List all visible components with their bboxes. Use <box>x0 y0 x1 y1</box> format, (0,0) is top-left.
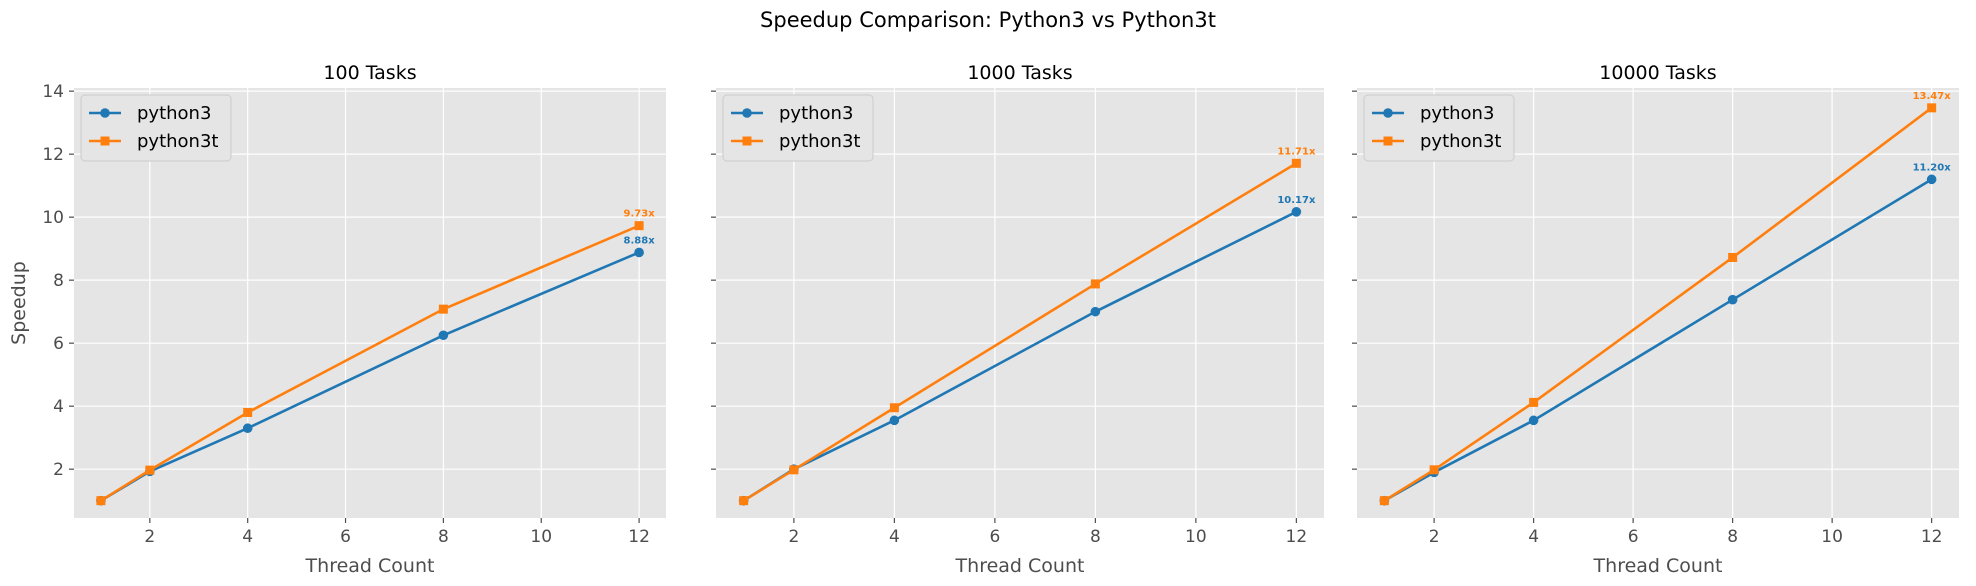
y-tick-label: 6 <box>53 334 64 354</box>
x-tick-label: 12 <box>628 527 650 547</box>
data-point <box>1291 158 1301 168</box>
legend-frame <box>722 94 874 162</box>
legend-label: python3t <box>1420 131 1501 152</box>
y-tick-label: 14 <box>42 82 64 102</box>
legend: python3 python3t <box>1363 94 1515 162</box>
data-point <box>1090 306 1101 317</box>
data-label: 8.88x <box>624 235 656 246</box>
data-point <box>438 304 448 314</box>
data-point <box>96 496 106 506</box>
panel-title: 100 Tasks <box>323 62 416 84</box>
data-point <box>438 330 449 341</box>
data-point <box>634 247 644 258</box>
chart-panel-3: 2 4 6 8 10 12 10000 Tasks Thread Count 11.20x 13.… <box>1352 62 1959 577</box>
y-tick-label: 12 <box>42 145 64 165</box>
x-axis-label: Thread Count <box>1593 555 1723 577</box>
y-tick-label: 2 <box>53 460 64 480</box>
data-point <box>1429 465 1439 475</box>
data-label: 11.20x <box>1913 162 1952 173</box>
legend-label: python3 <box>779 103 853 124</box>
panel-title: 1000 Tasks <box>967 62 1072 84</box>
legend-marker <box>100 136 110 146</box>
series-python3t: 13.47x <box>1379 91 1952 506</box>
x-tick-label: 10 <box>1821 527 1843 547</box>
x-tick-label: 6 <box>340 527 351 547</box>
legend-marker <box>742 136 752 146</box>
series-python3t: 11.71x <box>739 146 1316 506</box>
data-label: 13.47x <box>1913 91 1952 102</box>
legend-marker <box>100 108 110 118</box>
x-tick-label: 2 <box>1429 527 1440 547</box>
data-point <box>1727 294 1738 305</box>
data-point <box>789 465 799 475</box>
data-label: 10.17x <box>1277 195 1316 206</box>
data-point <box>1926 174 1937 185</box>
x-tick-label: 6 <box>989 527 1000 547</box>
figure-title: Speedup Comparison: Python3 vs Python3t <box>760 8 1216 32</box>
legend: python3 python3t <box>80 94 232 162</box>
x-tick-label: 4 <box>242 527 253 547</box>
legend-label: python3 <box>137 103 211 124</box>
x-tick-label: 4 <box>1528 527 1539 547</box>
x-tick-label: 8 <box>1090 527 1101 547</box>
x-axis-label: Thread Count <box>305 555 435 577</box>
legend-frame <box>80 94 232 162</box>
y-tick-label: 8 <box>53 271 64 291</box>
series-python3t: 9.73x <box>96 209 655 506</box>
data-point <box>634 221 644 231</box>
data-point <box>889 415 900 426</box>
legend-marker <box>742 108 752 118</box>
y-axis-label: Speedup <box>8 261 30 345</box>
x-axis-label: Thread Count <box>955 555 1085 577</box>
x-tick-label: 12 <box>1286 527 1308 547</box>
panel-title: 10000 Tasks <box>1599 62 1716 84</box>
x-tick-label: 10 <box>1185 527 1207 547</box>
x-tick-label: 8 <box>438 527 449 547</box>
data-point <box>889 403 899 413</box>
data-label: 9.73x <box>624 209 656 220</box>
x-tick-label: 4 <box>889 527 900 547</box>
legend-marker <box>1383 108 1393 118</box>
data-point <box>1090 279 1100 289</box>
legend-label: python3 <box>1420 103 1494 124</box>
x-tick-label: 2 <box>788 527 799 547</box>
x-tick-label: 6 <box>1628 527 1639 547</box>
data-point <box>243 407 253 417</box>
data-point <box>1529 397 1539 407</box>
legend-label: python3t <box>779 131 860 152</box>
y-tick-label: 10 <box>42 208 64 228</box>
legend-marker <box>1383 136 1393 146</box>
data-label: 11.71x <box>1277 146 1316 157</box>
chart-panel-1: 2 4 6 8 10 12 2 4 6 8 10 12 14 100 Tasks Thread Count S… <box>8 62 666 577</box>
legend-frame <box>1363 94 1515 162</box>
data-point <box>242 423 253 434</box>
legend-label: python3t <box>137 131 218 152</box>
x-tick-label: 2 <box>144 527 155 547</box>
data-point <box>145 465 155 475</box>
y-tick-label: 4 <box>53 397 64 417</box>
data-point <box>1927 103 1937 113</box>
chart-panel-2: 2 4 6 8 10 12 1000 Tasks Thread Count 10.17x 11.7… <box>711 62 1324 577</box>
x-tick-label: 8 <box>1727 527 1738 547</box>
data-point <box>1379 496 1389 506</box>
data-point <box>1528 415 1539 426</box>
data-point <box>739 496 749 506</box>
x-tick-label: 12 <box>1921 527 1943 547</box>
x-tick-label: 10 <box>530 527 552 547</box>
legend: python3 python3t <box>722 94 874 162</box>
data-point <box>1291 207 1302 217</box>
data-point <box>1728 252 1738 262</box>
